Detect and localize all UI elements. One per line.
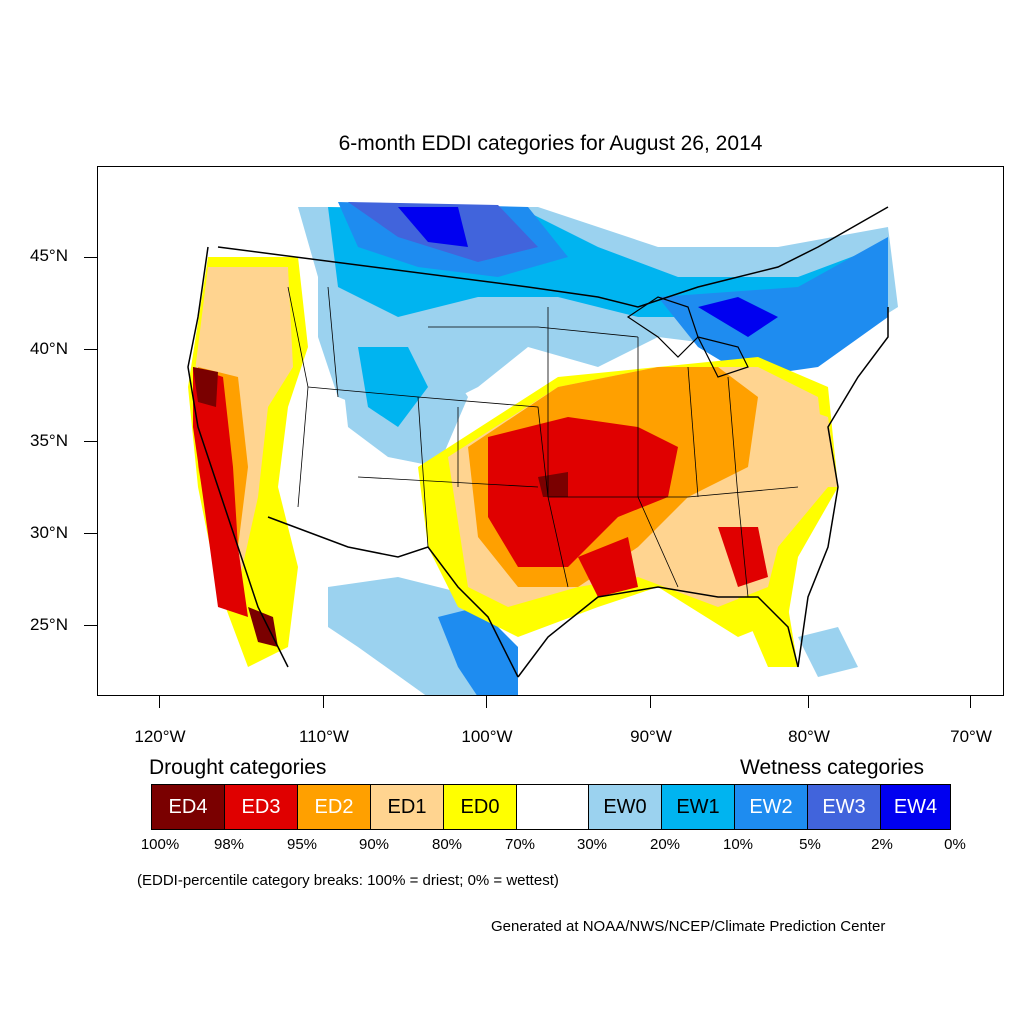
percentile-label: 2% [871, 836, 893, 853]
drought-categories-title: Drought categories [149, 756, 327, 779]
legend-ew4: EW4 [880, 784, 951, 830]
longitude-label-120w: 120°W [134, 727, 186, 746]
dry-region-florida [738, 597, 798, 667]
latitude-tick [84, 625, 97, 626]
dry-region-central-ed3 [488, 417, 678, 567]
longitude-label-110w: 110°W [299, 727, 349, 746]
legend-ew0: EW0 [588, 784, 662, 830]
percentile-label: 90% [358, 836, 390, 853]
legend-neutral [516, 784, 589, 830]
map-canvas [187, 202, 898, 695]
dry-region-southeast-ed3 [718, 527, 768, 587]
wetness-areas [298, 202, 898, 695]
longitude-tick [323, 696, 324, 708]
legend-ed3: ED3 [224, 784, 298, 830]
wet-region-northeast [658, 237, 888, 377]
legend-ed1: ED1 [370, 784, 444, 830]
boundaries [187, 206, 889, 678]
legend-ew1: EW1 [661, 784, 735, 830]
longitude-label-80w: 80°W [788, 727, 830, 746]
percentile-label: 100% [140, 836, 180, 853]
gulf-coastline [517, 586, 799, 678]
dry-region-delta-ed3 [578, 537, 638, 597]
category-breaks-note: (EDDI-percentile category breaks: 100% =… [137, 872, 559, 889]
longitude-tick [486, 696, 487, 708]
west-coastline [187, 246, 289, 668]
wet-region-colorado-inner [358, 347, 428, 427]
legend-ed4: ED4 [151, 784, 225, 830]
wet-region-florida-keys [798, 627, 858, 677]
percentile-label: 0% [944, 836, 966, 853]
wet-region-south-texas [438, 607, 518, 695]
dry-region-kansas-ed4 [538, 472, 568, 497]
us-canada-border [217, 206, 889, 308]
drought-areas [188, 257, 838, 667]
wet-region-northeast-ew4 [698, 297, 778, 337]
percentile-label: 5% [799, 836, 821, 853]
latitude-label-30n: 30°N [30, 523, 68, 542]
latitude-tick [84, 441, 97, 442]
longitude-label-70w: 70°W [950, 727, 992, 746]
latitude-tick [84, 533, 97, 534]
longitude-label-100w: 100°W [461, 727, 513, 746]
percentile-label: 98% [213, 836, 245, 853]
latitude-tick [84, 349, 97, 350]
legend-ew2: EW2 [734, 784, 808, 830]
state-lines [287, 286, 799, 598]
percentile-label: 10% [722, 836, 754, 853]
longitude-label-90w: 90°W [630, 727, 672, 746]
wet-region-ew4 [398, 207, 468, 247]
wet-region-southwest [328, 577, 498, 695]
latitude-label-35n: 35°N [30, 431, 68, 450]
dry-region-baja-ed4 [248, 607, 278, 647]
latitude-label-40n: 40°N [30, 339, 68, 358]
legend-ew3: EW3 [807, 784, 881, 830]
dry-region-california-ed3 [193, 367, 248, 617]
legend-ed0: ED0 [443, 784, 517, 830]
longitude-tick [970, 696, 971, 708]
latitude-label-45n: 45°N [30, 246, 68, 265]
percentile-label: 95% [286, 836, 318, 853]
percentile-label: 30% [576, 836, 608, 853]
percentile-label: 80% [431, 836, 463, 853]
wetness-categories-title: Wetness categories [740, 756, 925, 779]
east-coastline [797, 307, 889, 668]
map-title: 6-month EDDI categories for August 26, 2… [338, 132, 763, 155]
legend-ed2: ED2 [297, 784, 371, 830]
percentile-label: 70% [504, 836, 536, 853]
latitude-tick [84, 257, 97, 258]
longitude-tick [159, 696, 160, 708]
latitude-label-25n: 25°N [30, 615, 68, 634]
longitude-tick [808, 696, 809, 708]
longitude-tick [650, 696, 651, 708]
credit-text: Generated at NOAA/NWS/NCEP/Climate Predi… [491, 918, 886, 935]
dry-region-california-ed4 [193, 367, 218, 407]
eddi-map [97, 166, 1004, 696]
percentile-label: 20% [649, 836, 681, 853]
great-lakes [626, 296, 749, 378]
